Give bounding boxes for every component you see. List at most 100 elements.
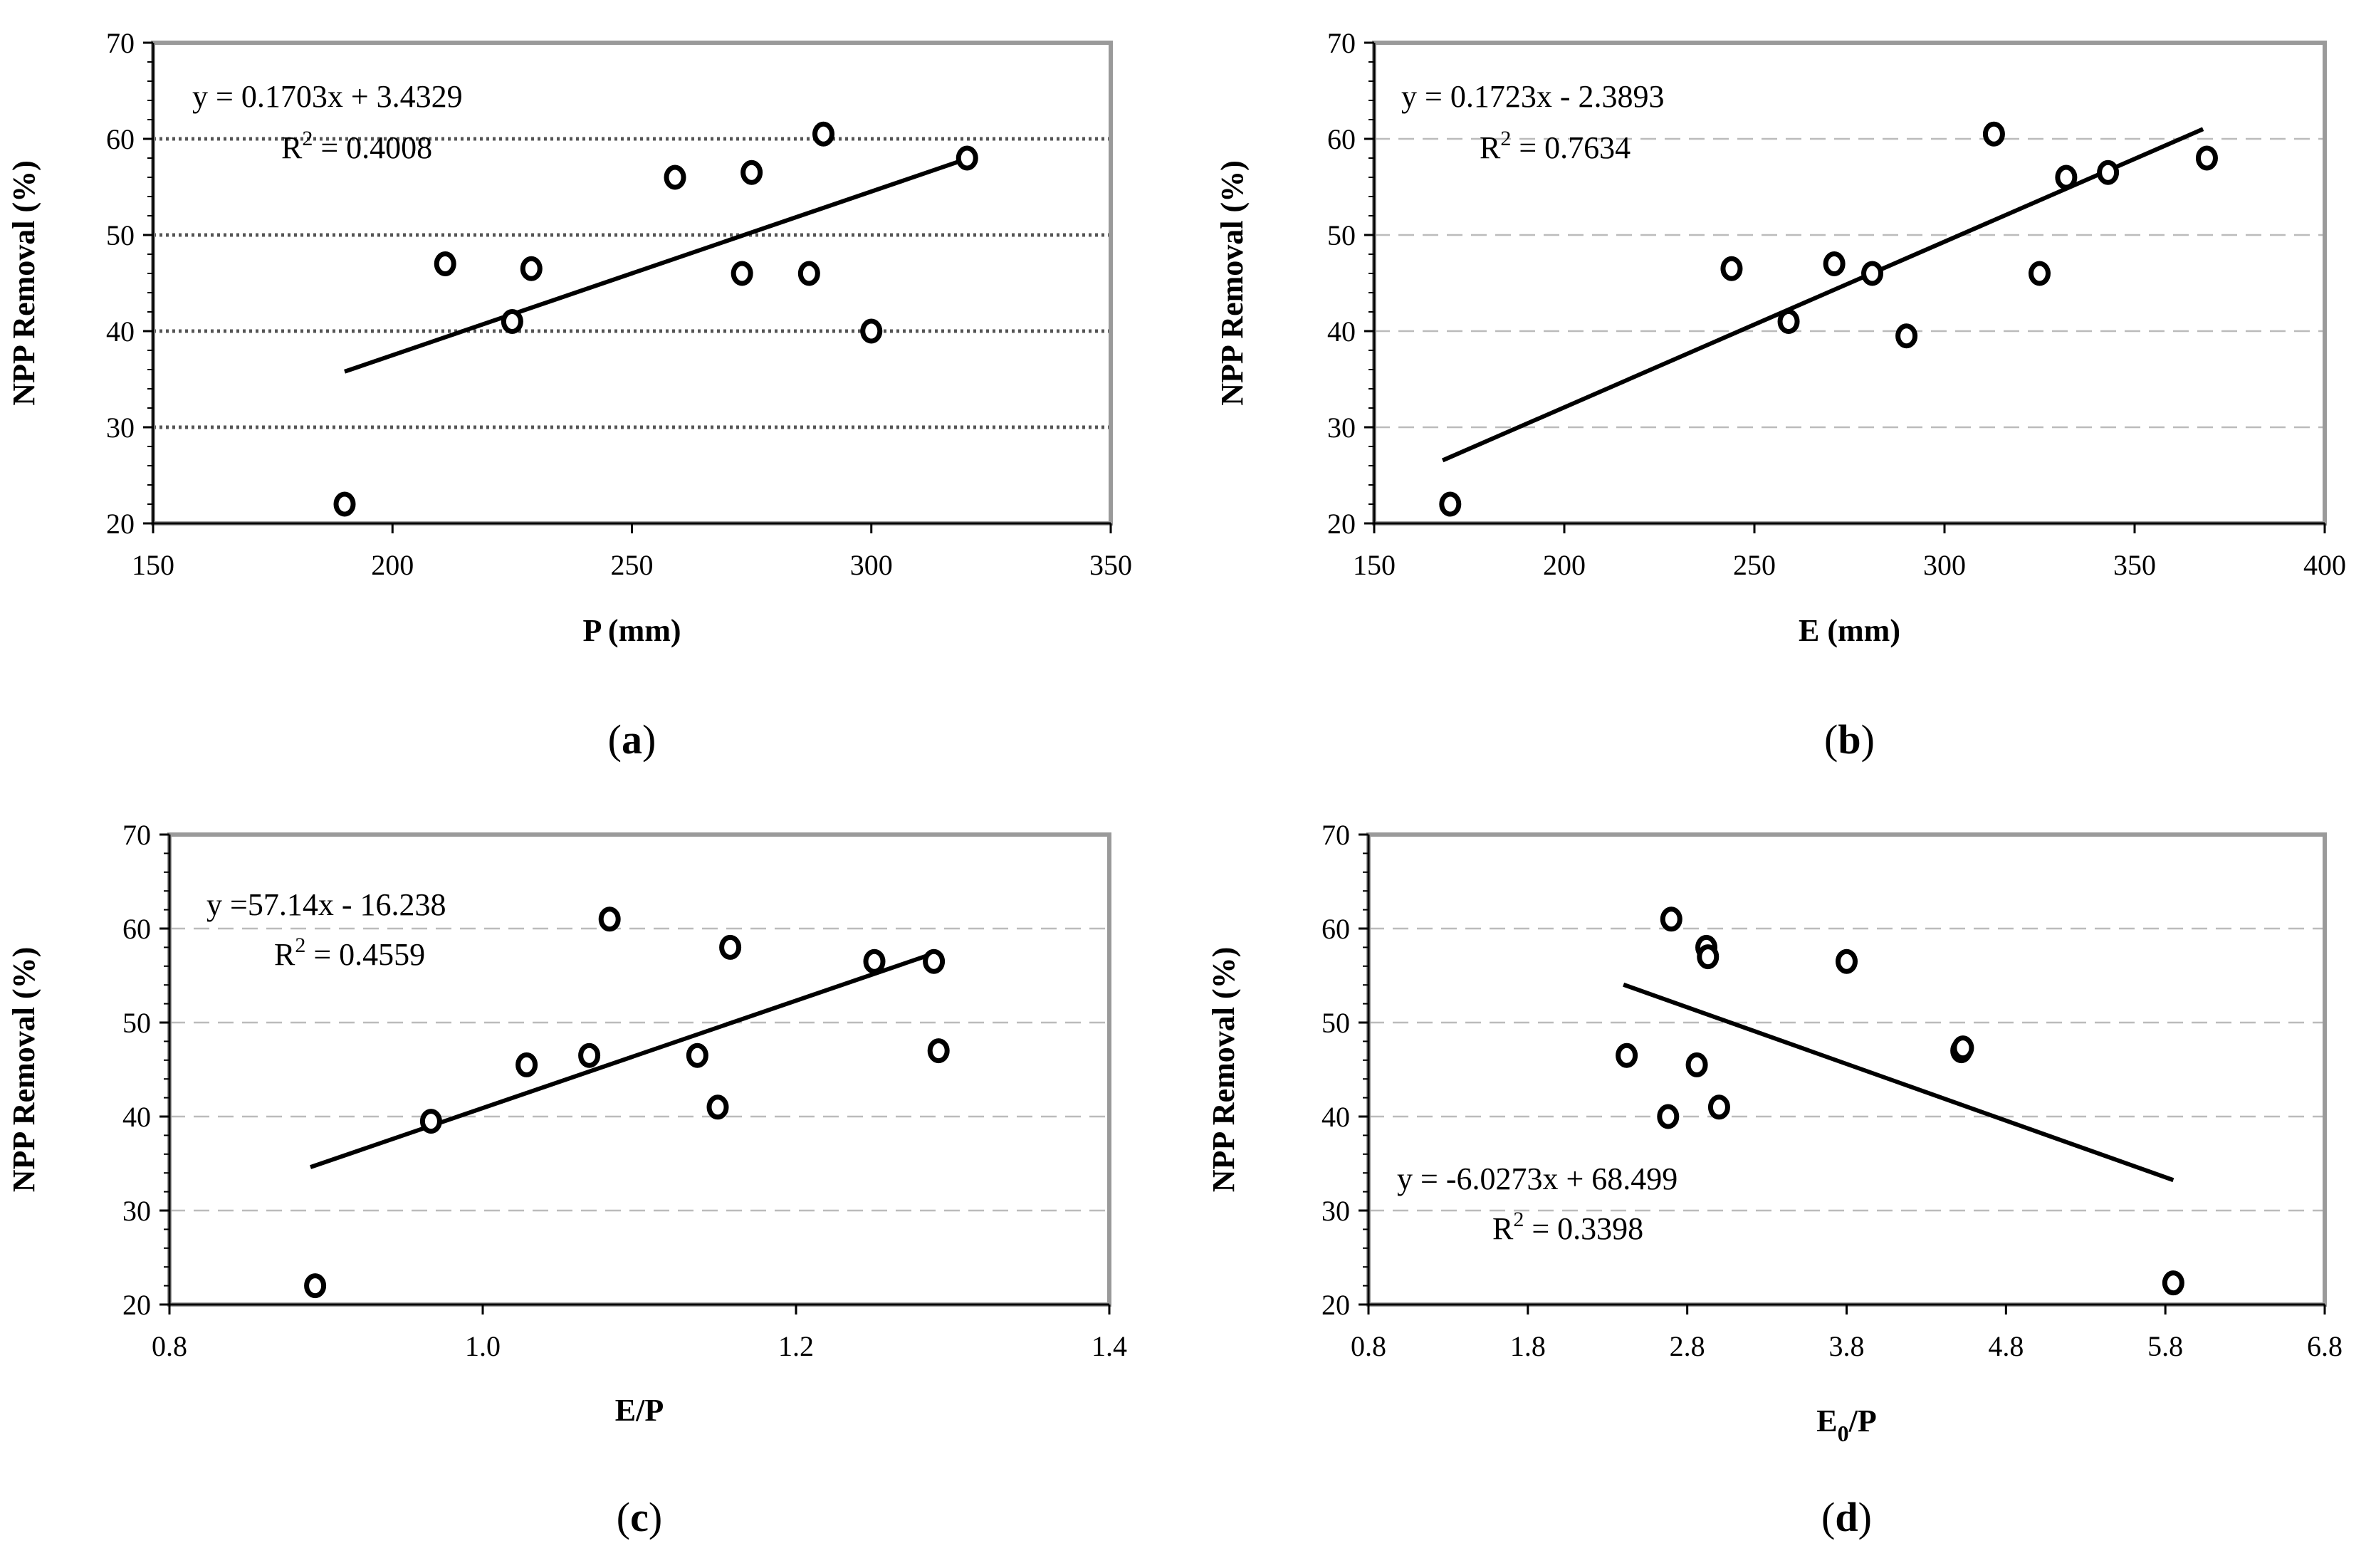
x-axis-title: E/P	[615, 1393, 664, 1428]
x-axis-title: E (mm)	[1799, 613, 1900, 648]
data-point	[1777, 309, 1800, 334]
gridlines	[1368, 833, 2325, 1212]
y-tick-label: 60	[106, 123, 135, 155]
y-tick-label: 30	[1327, 412, 1356, 444]
caption-close-paren: )	[1858, 1494, 1872, 1540]
x-tick-label: 1.8	[1510, 1330, 1546, 1362]
r-squared-symbol: R	[1492, 1211, 1514, 1246]
data-point	[2029, 261, 2051, 286]
y-axis-title: NPP Removal (%)	[6, 947, 41, 1193]
panel-caption: (c)	[617, 1494, 662, 1540]
trendline	[310, 950, 938, 1169]
data-point	[333, 491, 356, 517]
x-axis-title: P (mm)	[582, 613, 681, 648]
y-tick-label: 70	[1327, 27, 1356, 59]
x-tick-label: 300	[1923, 549, 1966, 581]
plot-frame	[151, 41, 1113, 526]
x-tick-label: 0.8	[1351, 1330, 1386, 1362]
x-tick-label: 150	[1353, 549, 1396, 581]
caption-open-paren: (	[608, 716, 622, 763]
x-tick-label: 300	[850, 549, 893, 581]
data-point	[1982, 121, 2005, 147]
x-tick-label: 1.4	[1092, 1330, 1127, 1362]
y-tick-label: 20	[106, 508, 135, 540]
y-tick-label: 20	[1327, 508, 1356, 540]
r-squared-value: = 0.4008	[313, 130, 432, 165]
x-axis-title-rest: /P	[1848, 1404, 1877, 1438]
y-tick-label: 30	[122, 1195, 151, 1227]
y-tick-label: 30	[106, 412, 135, 444]
r-squared-symbol: R	[1480, 130, 1501, 165]
y-tick-label: 40	[122, 1101, 151, 1133]
r-squared: R2 = 0.7634	[1480, 127, 1631, 165]
y-tick-label: 60	[1321, 913, 1350, 945]
x-axis-title-subscript: 0	[1838, 1421, 1849, 1446]
r-squared-value: = 0.3398	[1524, 1211, 1643, 1246]
x-tick-label: 350	[2113, 549, 2156, 581]
x-tick-label: 0.8	[152, 1330, 187, 1362]
y-axis-title: NPP Removal (%)	[1215, 160, 1250, 406]
y-tick-label: 70	[122, 819, 151, 851]
data-point	[863, 948, 886, 974]
y-tick-label: 20	[122, 1289, 151, 1321]
data-points	[1616, 906, 2184, 1296]
caption-close-paren: )	[1861, 716, 1875, 763]
caption-letter: a	[622, 716, 642, 763]
r-squared: R2 = 0.3398	[1492, 1208, 1643, 1246]
x-tick-label: 350	[1089, 549, 1132, 581]
y-axis-title: NPP Removal (%)	[1206, 947, 1241, 1193]
x-tick-label: 3.8	[1829, 1330, 1865, 1362]
r-squared-exponent: 2	[295, 934, 305, 957]
data-point	[719, 934, 742, 960]
data-point	[501, 309, 523, 334]
data-points	[1439, 121, 2218, 517]
r-squared: R2 = 0.4008	[281, 127, 432, 165]
y-tick-label: 50	[106, 219, 135, 251]
r-squared: R2 = 0.4559	[274, 934, 425, 972]
trendline-equation: y = 0.1703x + 3.4329	[192, 79, 463, 114]
data-point	[664, 164, 686, 190]
data-point	[304, 1273, 327, 1299]
x-tick-label: 1.0	[465, 1330, 501, 1362]
caption-letter: d	[1835, 1494, 1858, 1540]
caption-letter: c	[630, 1494, 649, 1540]
data-point	[2097, 160, 2120, 185]
data-point	[598, 906, 621, 932]
y-tick-label: 30	[1321, 1195, 1350, 1227]
r-squared-value: = 0.4559	[305, 937, 425, 972]
r-squared-exponent: 2	[1500, 127, 1511, 150]
data-point	[1660, 906, 1682, 932]
trendline-equation: y = 0.1723x - 2.3893	[1401, 79, 1664, 114]
x-tick-label: 200	[371, 549, 414, 581]
x-tick-label: 6.8	[2307, 1330, 2343, 1362]
y-tick-label: 60	[122, 913, 151, 945]
data-point	[740, 160, 763, 185]
x-tick-label: 4.8	[1988, 1330, 2024, 1362]
x-axis-title-main: E	[1816, 1404, 1837, 1438]
data-point	[927, 1038, 950, 1064]
x-tick-label: 1.2	[778, 1330, 814, 1362]
panel-caption: (a)	[608, 716, 656, 763]
data-point	[1657, 1104, 1680, 1129]
data-point	[1720, 256, 1743, 281]
data-point	[515, 1052, 538, 1077]
caption-close-paren: )	[649, 1494, 662, 1540]
data-point	[434, 251, 456, 276]
data-point	[1895, 323, 1918, 349]
x-tick-label: 400	[2303, 549, 2346, 581]
data-point	[1952, 1035, 1974, 1061]
y-tick-label: 60	[1327, 123, 1356, 155]
data-point	[2055, 164, 2078, 190]
caption-open-paren: (	[1824, 716, 1838, 763]
caption-letter: b	[1838, 716, 1860, 763]
data-point	[520, 256, 543, 281]
caption-open-paren: (	[617, 1494, 630, 1540]
chart-a: 20 30 40 50 60 70 150 200 250 300 350 NPP Removal (…	[6, 27, 1132, 763]
y-axis-title: NPP Removal (%)	[6, 160, 41, 406]
data-point	[686, 1042, 708, 1068]
x-axis-title: E0/P	[1816, 1404, 1876, 1446]
y-tick-label: 50	[1327, 219, 1356, 251]
y-tick-label: 40	[1327, 315, 1356, 347]
data-point	[797, 261, 820, 286]
